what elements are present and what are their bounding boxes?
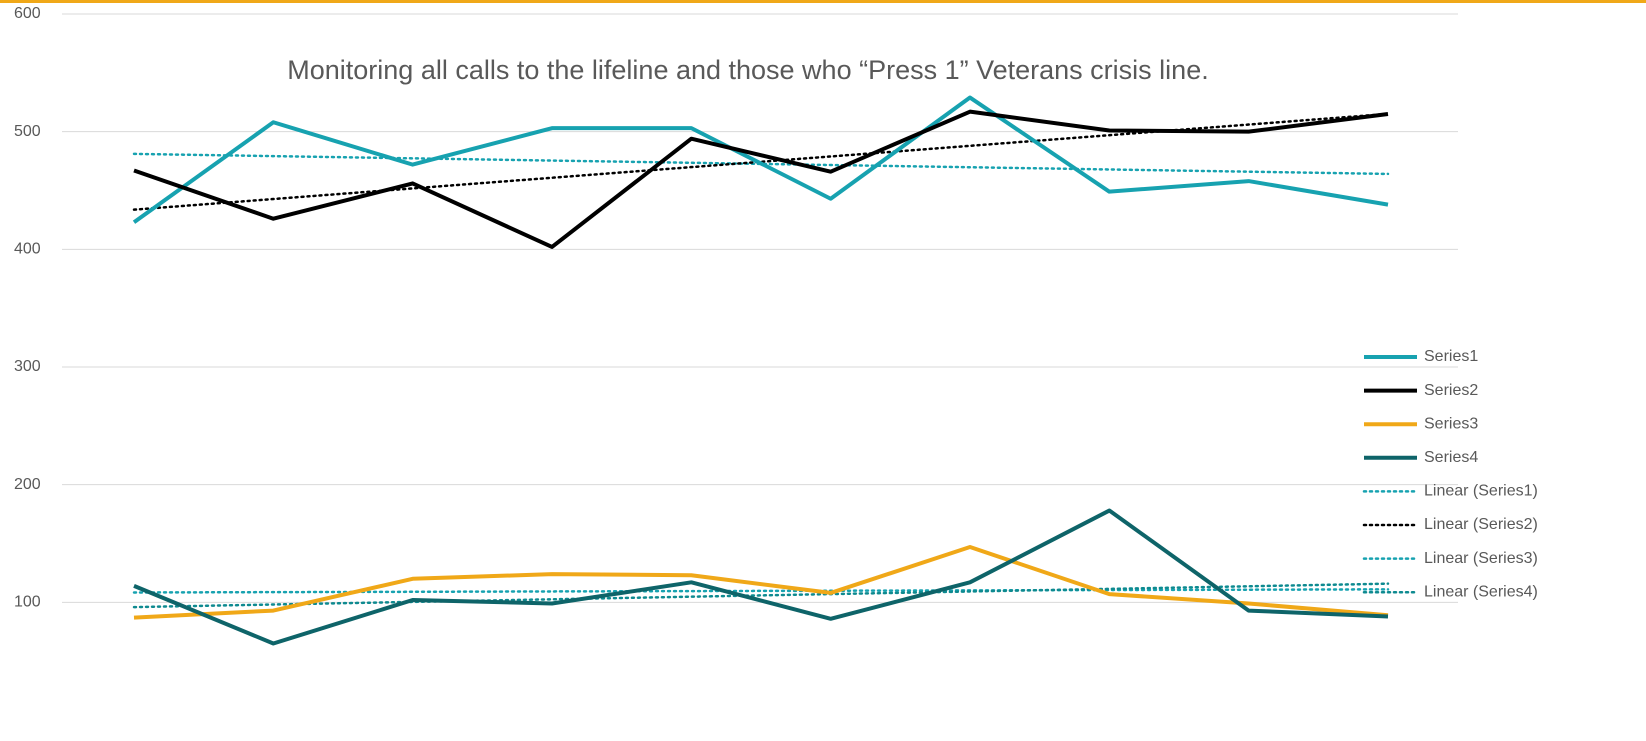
legend-label: Series2 bbox=[1424, 382, 1478, 399]
y-tick-label: 600 bbox=[14, 5, 41, 22]
series-line bbox=[133, 109, 1389, 249]
y-tick-label: 300 bbox=[14, 358, 41, 375]
y-tick-label: 400 bbox=[14, 241, 41, 258]
y-tick-label: 100 bbox=[14, 594, 41, 611]
legend-label: Series1 bbox=[1424, 348, 1478, 365]
chart-title: Monitoring all calls to the lifeline and… bbox=[287, 55, 1208, 85]
legend-label: Series4 bbox=[1424, 449, 1478, 466]
y-tick-label: 200 bbox=[14, 476, 41, 493]
top-border bbox=[0, 0, 1646, 3]
legend-label: Linear (Series3) bbox=[1424, 550, 1538, 567]
trendline bbox=[132, 588, 1390, 594]
series-line bbox=[133, 545, 1389, 620]
legend-label: Linear (Series2) bbox=[1424, 516, 1538, 533]
legend-label: Linear (Series1) bbox=[1424, 483, 1538, 500]
y-tick-label: 500 bbox=[14, 123, 41, 140]
trendline bbox=[132, 582, 1390, 609]
legend-label: Series3 bbox=[1424, 415, 1478, 432]
series-line bbox=[132, 95, 1389, 224]
legend-label: Linear (Series4) bbox=[1424, 583, 1538, 600]
series-line bbox=[133, 508, 1389, 646]
